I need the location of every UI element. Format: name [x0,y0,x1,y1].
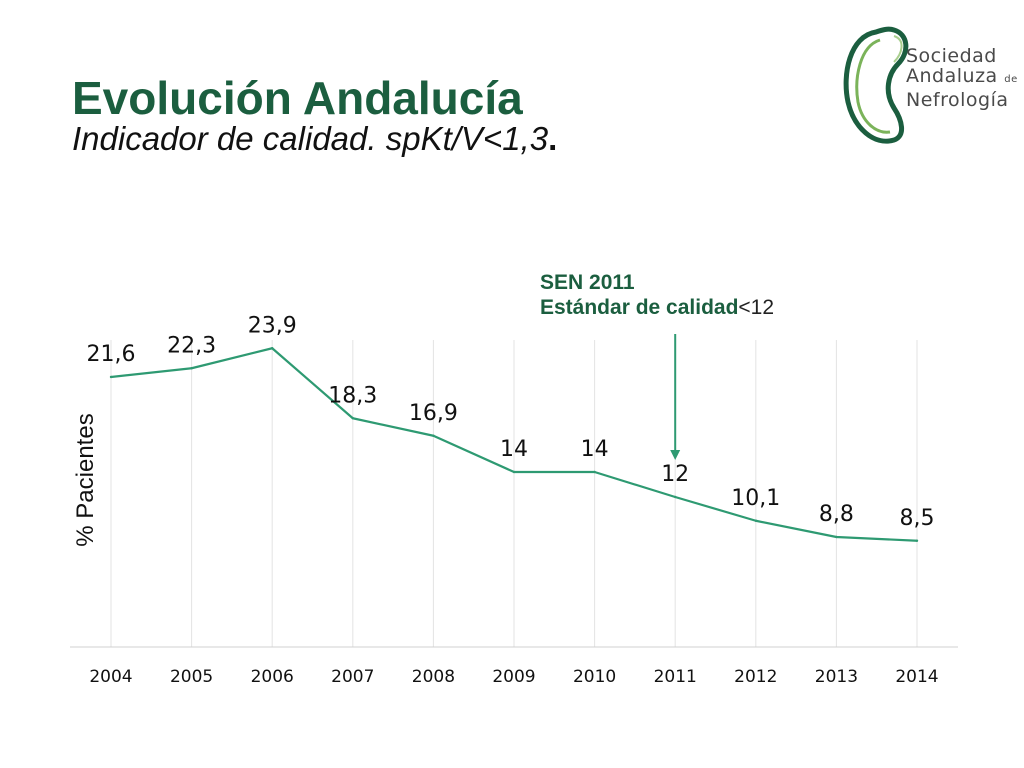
data-label: 14 [500,437,528,462]
data-point [593,470,596,474]
logo-text: Sociedad Andaluza de Nefrología [906,46,1018,110]
x-tick-label: 2005 [170,667,213,687]
annotation-arrow-head [670,450,681,460]
page-subtitle: Indicador de calidad. spKt/V<1,3. [72,121,557,157]
data-point [109,375,113,379]
data-point [835,535,838,539]
data-label: 14 [581,437,609,462]
data-label: 8,5 [900,506,935,531]
annotation-strong: Estándar de calidad [540,296,739,319]
data-point [351,417,354,420]
data-label: 16,9 [409,401,458,426]
x-tick-label: 2007 [331,667,374,687]
data-point [432,434,435,437]
logo-line-2: Andaluza de [906,65,1018,87]
x-tick-label: 2011 [654,667,697,687]
data-label: 18,3 [328,383,377,408]
standard-annotation: SEN 2011 Estándar de calidad<12 [540,270,774,320]
x-tick-label: 2012 [734,667,777,687]
x-tick-label: 2013 [815,667,858,687]
page-title: Evolución Andalucía [72,72,523,124]
annotation-line-1: SEN 2011 [540,271,635,294]
x-tick-label: 2010 [573,667,616,687]
x-tick-label: 2014 [895,667,938,687]
data-point [190,367,193,370]
data-label: 23,9 [248,313,297,338]
data-point [915,539,919,542]
subtitle-text: Indicador de calidad. spKt/V<1,3 [72,120,549,157]
sociedad-andaluza-logo-icon [843,26,909,144]
logo-line-1: Sociedad [906,45,997,67]
logo-line-2-small: de [1004,74,1018,85]
logo-line-3: Nefrología [906,89,1009,111]
data-point [271,347,274,350]
x-tick-label: 2009 [492,667,535,687]
x-tick-label: 2004 [89,667,132,687]
data-label: 12 [661,462,689,487]
x-tick-label: 2006 [251,667,294,687]
data-label: 10,1 [731,486,780,511]
data-point [754,519,757,522]
x-tick-label: 2008 [412,667,455,687]
annotation-threshold: <12 [738,296,775,319]
data-label: 8,8 [819,502,854,527]
annotation-line-2: Estándar de calidad<12 [540,295,774,320]
data-point [512,470,516,474]
data-label: 22,3 [167,333,216,358]
data-point [674,495,677,499]
data-label: 21,6 [87,342,136,367]
subtitle-period: . [548,120,558,157]
